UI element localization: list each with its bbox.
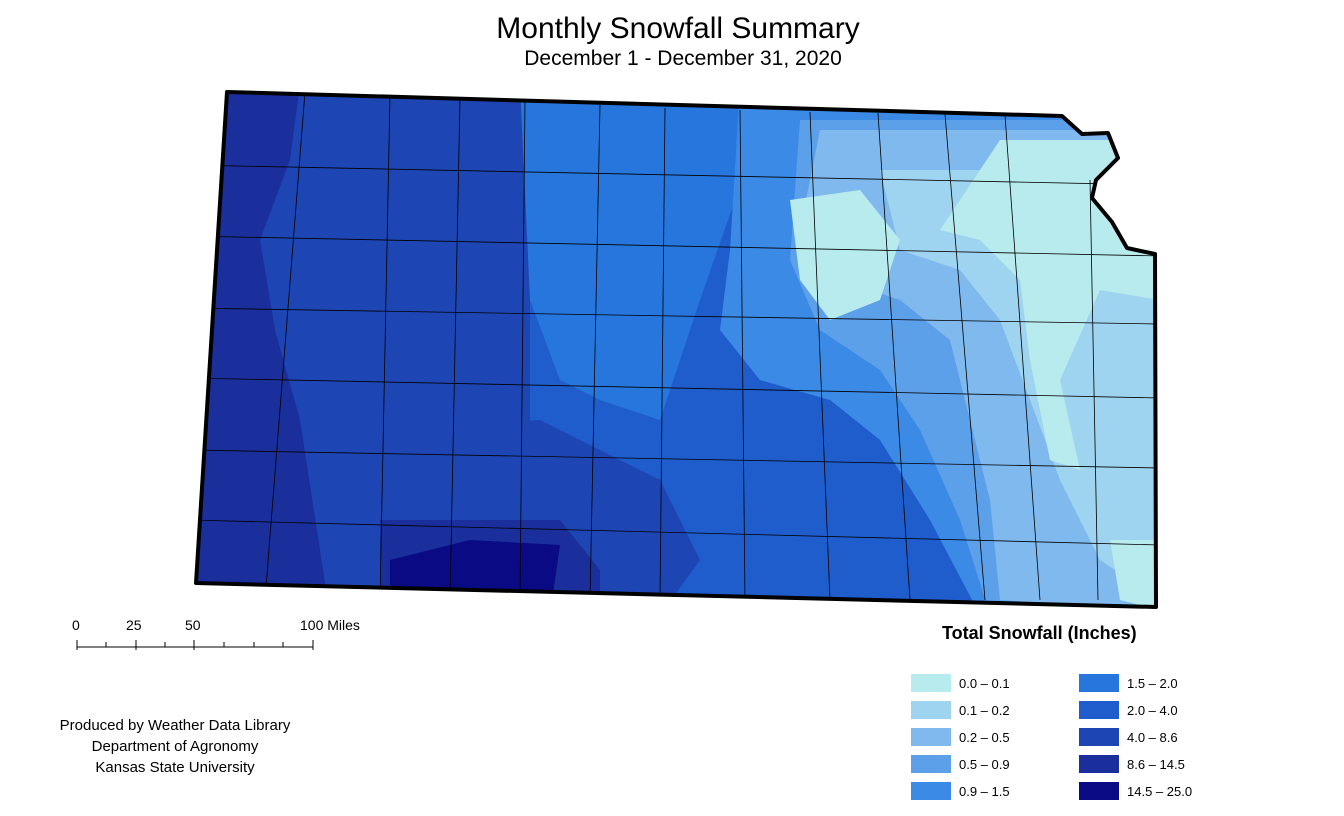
legend-swatch xyxy=(911,755,951,773)
credit-line-1: Produced by Weather Data Library xyxy=(59,717,291,734)
credit-line-2: Department of Agronomy xyxy=(91,738,259,755)
zone-0to01-ne xyxy=(940,140,1156,470)
legend-swatch xyxy=(911,674,951,692)
legend-label: 8.6 – 14.5 xyxy=(1127,757,1185,772)
map-title: Monthly Snowfall Summary xyxy=(496,12,860,45)
legend-label: 0.2 – 0.5 xyxy=(959,730,1010,745)
legend-label: 14.5 – 25.0 xyxy=(1127,784,1193,799)
snowfall-fill xyxy=(196,92,1156,607)
legend-swatch xyxy=(1079,755,1119,773)
map-subtitle: December 1 - December 31, 2020 xyxy=(524,47,842,70)
scale-label-50: 50 xyxy=(185,617,201,633)
legend-swatch xyxy=(1079,728,1119,746)
scale-label-25: 25 xyxy=(126,617,142,633)
legend-label: 0.1 – 0.2 xyxy=(959,703,1010,718)
legend-label: 0.0 – 0.1 xyxy=(959,676,1010,691)
legend-swatch xyxy=(1079,782,1119,800)
legend-label: 2.0 – 4.0 xyxy=(1127,703,1178,718)
credit-line-3: Kansas State University xyxy=(95,759,255,776)
legend-swatch xyxy=(1079,674,1119,692)
zone-0to01-se xyxy=(1110,540,1156,607)
county-lines xyxy=(196,92,1156,601)
legend-title: Total Snowfall (Inches) xyxy=(942,623,1137,643)
scale-label-100: 100 Miles xyxy=(300,617,360,633)
legend-label: 4.0 – 8.6 xyxy=(1127,730,1178,745)
scale-label-0: 0 xyxy=(72,617,80,633)
zone-15to2 xyxy=(520,92,740,420)
legend-swatch xyxy=(911,701,951,719)
legend-swatch xyxy=(911,728,951,746)
legend-label: 0.9 – 1.5 xyxy=(959,784,1010,799)
state-border xyxy=(194,90,1158,609)
legend-label: 0.5 – 0.9 xyxy=(959,757,1010,772)
zone-8to14-west xyxy=(196,92,330,607)
scale-bar xyxy=(76,640,314,650)
legend-label: 1.5 – 2.0 xyxy=(1127,676,1178,691)
legend-swatch xyxy=(911,782,951,800)
legend-swatch xyxy=(1079,701,1119,719)
